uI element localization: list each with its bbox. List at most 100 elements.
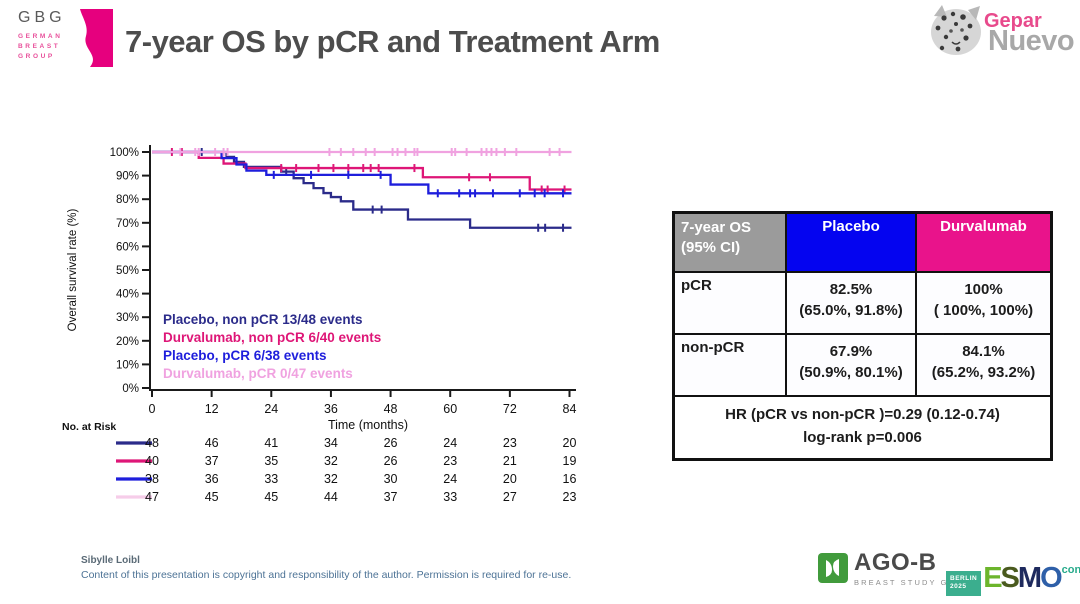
esmo-congress-logo: BERLIN 2025 ESMO congress — [946, 564, 1080, 596]
legend-entry: Placebo, pCR 6/38 events — [163, 348, 327, 363]
risk-count: 23 — [563, 490, 577, 504]
os-ci: (65.2%, 93.2%) — [931, 364, 1036, 381]
x-tick-label: 84 — [563, 402, 577, 416]
legend-entry: Placebo, non pCR 13/48 events — [163, 312, 363, 327]
pcr-durvalumab-cell: 100% ( 100%, 100%) — [916, 272, 1051, 334]
gepar-nuevo-logo: Gepar Nuevo — [918, 2, 1075, 64]
risk-count: 46 — [205, 436, 219, 450]
os-ci: ( 100%, 100%) — [933, 302, 1034, 319]
esmo-congress-text: congress — [1061, 564, 1080, 576]
table-row-non-pcr: non-pCR 67.9% (50.9%, 80.1%) 84.1% (65.2… — [674, 334, 1051, 396]
x-axis-title: Time (months) — [328, 418, 408, 432]
corner-header-line: (95% CI) — [681, 239, 741, 257]
agob-leaf-icon — [818, 553, 848, 583]
risk-count: 47 — [145, 490, 159, 504]
km-curve — [152, 150, 572, 229]
x-tick-label: 12 — [205, 402, 219, 416]
hr-logrank-footer: HR (pCR vs non-pCR )=0.29 (0.12-0.74) lo… — [674, 396, 1051, 459]
gbg-subtitle-line: GERMAN — [18, 33, 63, 40]
gepar-logo-text: Gepar — [984, 10, 1042, 32]
agob-text: AGO-B BREAST STUDY GROUP — [854, 549, 979, 588]
y-tick-label: 100% — [110, 147, 139, 159]
km-curve — [152, 150, 572, 191]
gbg-subtitle: GERMAN BREAST GROUP — [18, 32, 66, 62]
risk-count: 33 — [264, 472, 278, 486]
gbg-logo: GBG GERMAN BREAST GROUP — [18, 9, 113, 68]
x-tick-label: 48 — [384, 402, 398, 416]
placebo-column-header: Placebo — [786, 213, 916, 272]
gbg-acronym: GBG — [18, 9, 66, 26]
esmo-letter: S — [1000, 562, 1020, 594]
axis-lines — [149, 145, 576, 391]
x-tick-label: 60 — [443, 402, 457, 416]
risk-count: 38 — [145, 472, 159, 486]
hr-line: HR (pCR vs non-pCR )=0.29 (0.12-0.74) — [725, 406, 1000, 423]
os-ci: (50.9%, 80.1%) — [799, 364, 903, 381]
row-label: non-pCR — [674, 334, 786, 396]
risk-count: 23 — [503, 436, 517, 450]
risk-count: 19 — [563, 454, 577, 468]
km-curve — [152, 150, 572, 195]
risk-count: 24 — [443, 436, 457, 450]
risk-count: 40 — [145, 454, 159, 468]
esmo-year: 2025 — [950, 583, 967, 591]
risk-count: 16 — [563, 472, 577, 486]
esmo-wordmark: ESMO — [983, 562, 1063, 594]
risk-count: 36 — [205, 472, 219, 486]
x-tick-label: 24 — [264, 402, 278, 416]
stats-table: 7-year OS (95% CI) Placebo Durvalumab pC… — [672, 211, 1053, 461]
x-tick-label: 72 — [503, 402, 517, 416]
y-tick-label: 0% — [122, 383, 139, 395]
table-row-pcr: pCR 82.5% (65.0%, 91.8%) 100% ( 100%, 10… — [674, 272, 1051, 334]
nonpcr-durvalumab-cell: 84.1% (65.2%, 93.2%) — [916, 334, 1051, 396]
agob-subtitle: BREAST STUDY GROUP — [854, 578, 979, 587]
esmo-letter: O — [1040, 562, 1063, 594]
risk-count: 44 — [324, 490, 338, 504]
pcr-placebo-cell: 82.5% (65.0%, 91.8%) — [786, 272, 916, 334]
author-name: Sibylle Loibl — [81, 555, 140, 566]
os-value: 100% — [964, 281, 1003, 298]
y-axis-title: Overall survival rate (%) — [67, 208, 79, 331]
os-value: 84.1% — [962, 343, 1005, 360]
risk-count: 32 — [324, 454, 338, 468]
risk-count: 35 — [264, 454, 278, 468]
agob-logo: AGO-B BREAST STUDY GROUP — [818, 551, 979, 587]
risk-count: 20 — [503, 472, 517, 486]
nuevo-logo-text: Nuevo — [988, 25, 1075, 57]
legend-entry: Durvalumab, non pCR 6/40 events — [163, 330, 381, 345]
y-tick-label: 30% — [116, 312, 139, 324]
nonpcr-placebo-cell: 67.9% (50.9%, 80.1%) — [786, 334, 916, 396]
durvalumab-column-header: Durvalumab — [916, 213, 1051, 272]
risk-count: 24 — [443, 472, 457, 486]
gbg-logo-text: GBG GERMAN BREAST GROUP — [18, 9, 66, 62]
risk-count: 41 — [264, 436, 278, 450]
x-tick-label: 36 — [324, 402, 338, 416]
risk-count: 48 — [145, 436, 159, 450]
risk-count: 34 — [324, 436, 338, 450]
os-value: 67.9% — [829, 343, 873, 360]
stats-table-header-row: 7-year OS (95% CI) Placebo Durvalumab — [674, 213, 1051, 272]
risk-count: 33 — [443, 490, 457, 504]
agob-name: AGO-B — [854, 549, 937, 576]
copyright-notice: Content of this presentation is copyrigh… — [81, 569, 572, 581]
risk-count: 37 — [384, 490, 398, 504]
row-label: pCR — [674, 272, 786, 334]
gbg-subtitle-line: BREAST — [18, 43, 61, 51]
y-tick-label: 60% — [116, 241, 139, 253]
y-tick-label: 70% — [116, 218, 139, 230]
y-tick-label: 80% — [116, 194, 139, 206]
risk-count: 26 — [384, 454, 398, 468]
leopard-icon — [931, 5, 981, 55]
y-tick-label: 20% — [116, 336, 139, 348]
corner-header-line: 7-year OS — [681, 219, 752, 236]
stats-table-corner-header: 7-year OS (95% CI) — [674, 213, 786, 272]
risk-count: 27 — [503, 490, 517, 504]
y-tick-label: 10% — [116, 359, 139, 371]
legend-entry: Durvalumab, pCR 0/47 events — [163, 366, 353, 381]
gbg-breast-shape-icon — [79, 9, 113, 67]
x-tick-label: 0 — [149, 402, 156, 416]
y-tick-label: 90% — [116, 171, 139, 183]
y-tick-label: 50% — [116, 265, 139, 277]
risk-count: 32 — [324, 472, 338, 486]
page-title: 7-year OS by pCR and Treatment Arm — [125, 24, 660, 59]
